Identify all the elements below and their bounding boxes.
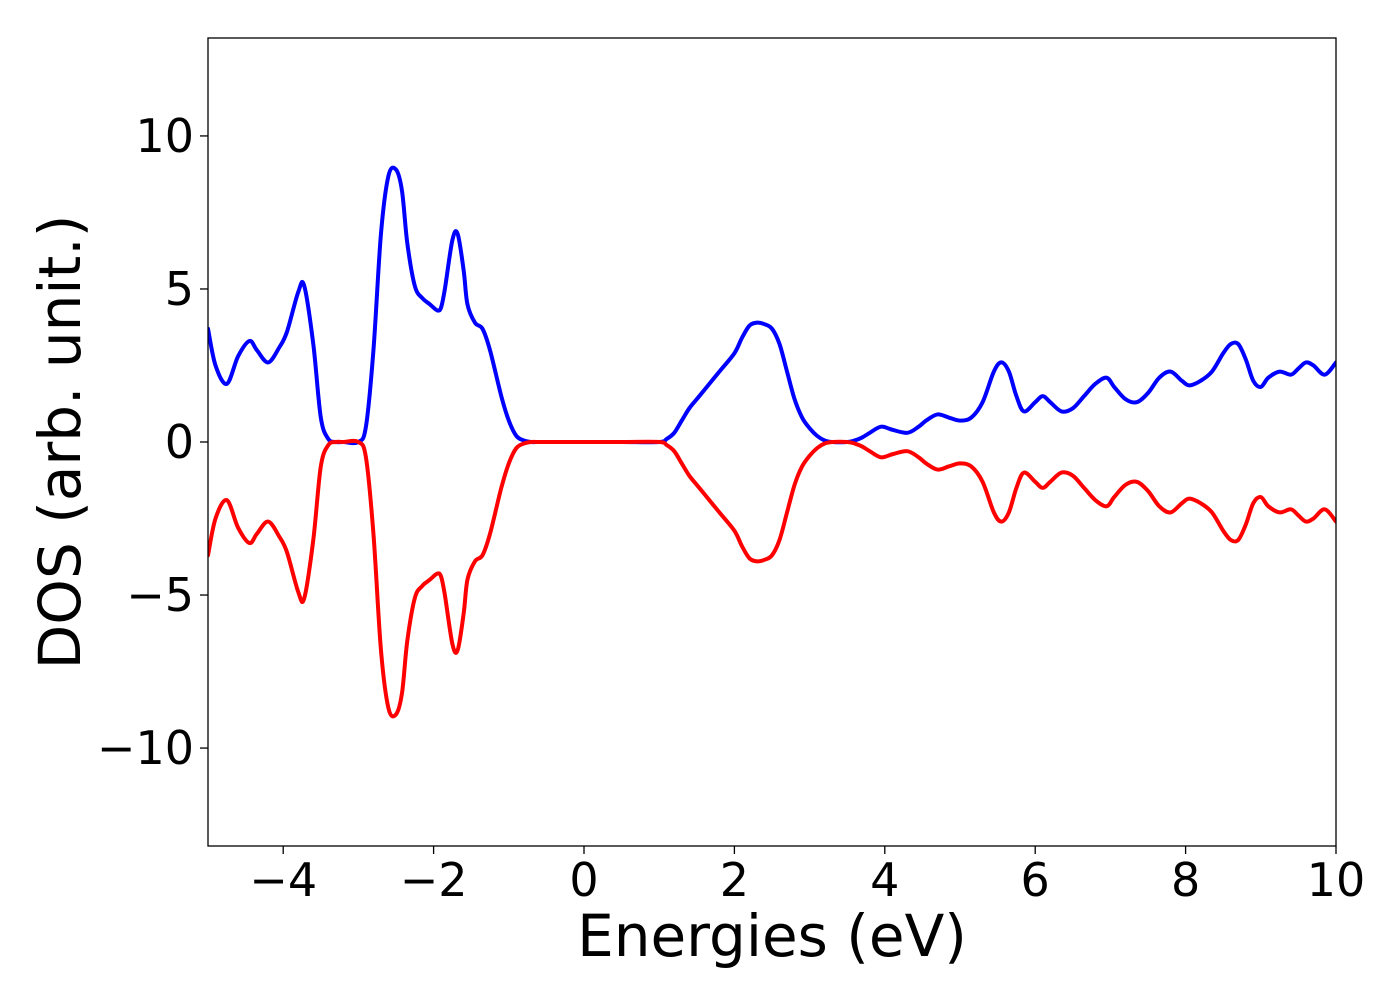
x-axis-ticks: −4 −2 0 2 4 6 8 10 [249, 846, 1365, 907]
dos-series-line-blue [208, 165, 1336, 446]
dos-series-line-red [208, 438, 1336, 719]
x-tick-label: 2 [720, 853, 749, 907]
x-tick-label: 0 [569, 853, 598, 907]
y-axis-title: DOS (arb. unit.) [26, 215, 94, 670]
x-tick-label: 6 [1021, 853, 1050, 907]
y-tick-label: −5 [126, 568, 194, 622]
plot-background [208, 38, 1336, 846]
x-tick-label: 10 [1307, 853, 1366, 907]
y-axis-ticks: −10 −5 0 5 10 [97, 109, 208, 775]
y-tick-label: −10 [97, 721, 194, 775]
x-tick-label: 8 [1171, 853, 1200, 907]
x-tick-label: −2 [400, 853, 468, 907]
y-tick-label: 10 [135, 109, 194, 163]
x-tick-label: 4 [870, 853, 899, 907]
x-axis-title: Energies (eV) [577, 902, 967, 970]
series-layer [208, 165, 1336, 719]
y-tick-label: 0 [165, 415, 194, 469]
y-tick-label: 5 [165, 262, 194, 316]
x-tick-label: −4 [249, 853, 317, 907]
